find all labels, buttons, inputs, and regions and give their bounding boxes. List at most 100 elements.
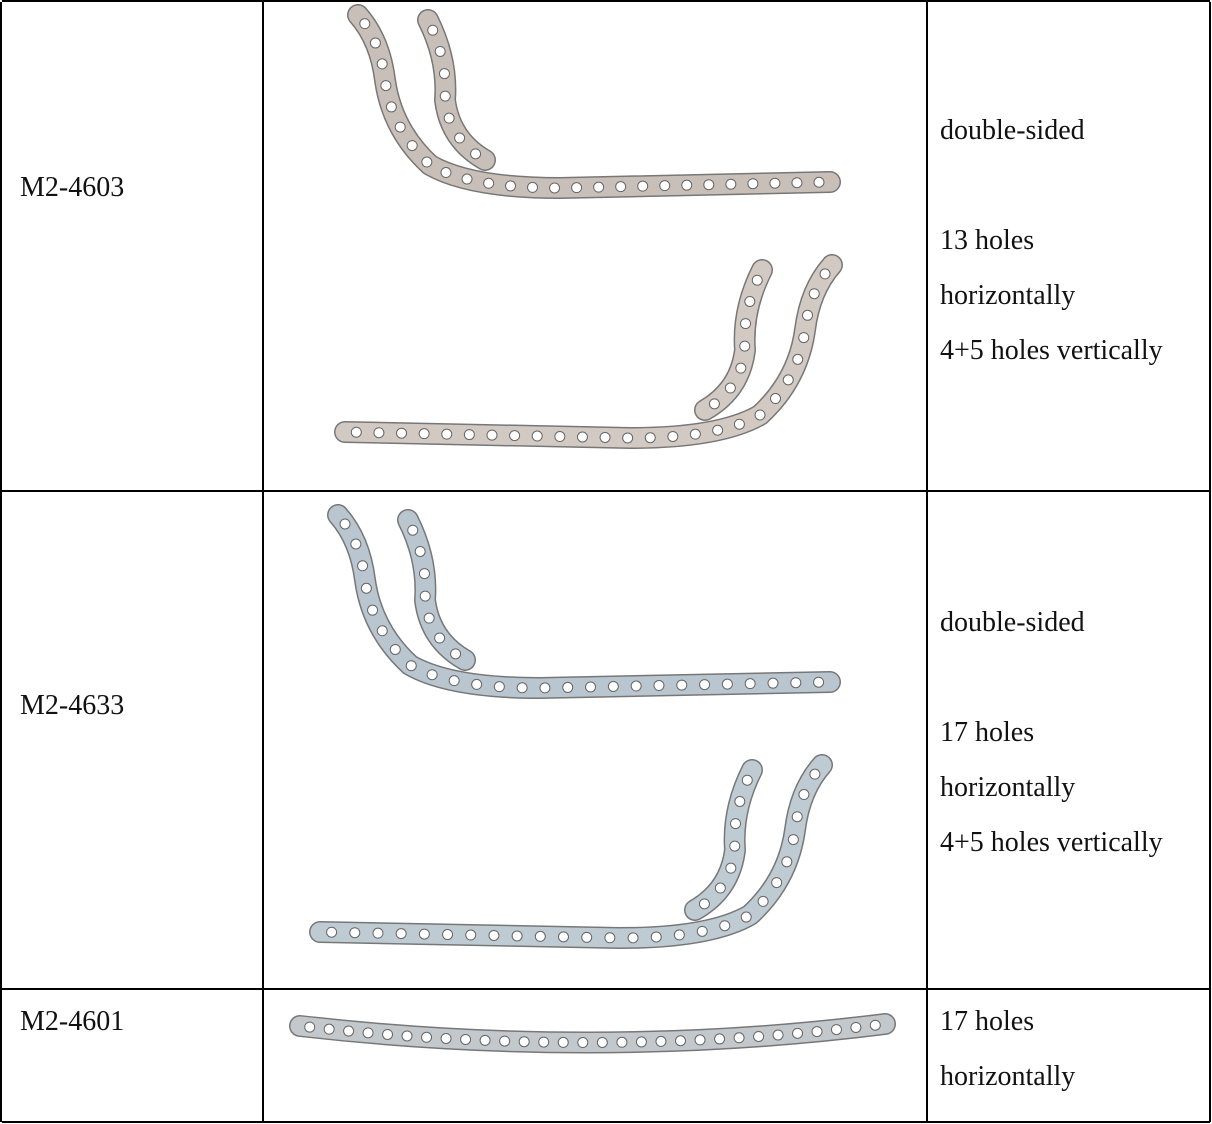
- plate-hole: [324, 1024, 334, 1034]
- plate-hole: [420, 591, 430, 601]
- plate-hole: [623, 433, 633, 443]
- plate-hole: [350, 928, 360, 938]
- plate-hole: [754, 1031, 764, 1041]
- plate-hole: [799, 333, 809, 343]
- plate-hole: [792, 812, 802, 822]
- plate-hole: [636, 1037, 646, 1047]
- plate-hole: [791, 678, 801, 688]
- note: double-sided: [940, 595, 1163, 650]
- plate-hole: [494, 682, 504, 692]
- plate-hole: [715, 1034, 725, 1044]
- plate-hole: [735, 796, 745, 806]
- plate-hole: [484, 178, 494, 188]
- plate-hole: [725, 383, 735, 393]
- plate-hole: [535, 931, 545, 941]
- plate-hole: [831, 1025, 841, 1035]
- plate-hole: [510, 431, 520, 441]
- plate-hole: [783, 375, 793, 385]
- plate-hole: [851, 1022, 861, 1032]
- plate-hole: [605, 933, 615, 943]
- plate-hole: [600, 432, 610, 442]
- plate-hole: [386, 102, 396, 112]
- plate-hole: [555, 432, 565, 442]
- plate-hole: [374, 428, 384, 438]
- plate-hole: [427, 670, 437, 680]
- plate-hole: [464, 430, 474, 440]
- plate-hole: [396, 929, 406, 939]
- plate-hole: [519, 1037, 529, 1047]
- product-code: M2-4633: [20, 678, 124, 733]
- plate-hole: [772, 878, 782, 888]
- plate-hole: [773, 1030, 783, 1040]
- plate-hole: [424, 613, 434, 623]
- description-line: 4+5 holes vertically: [940, 323, 1163, 378]
- plate-hole: [645, 433, 655, 443]
- plate-hole: [788, 835, 798, 845]
- plate-hole: [422, 157, 432, 167]
- plate-hole: [472, 679, 482, 689]
- plate-hole: [377, 626, 387, 636]
- plate-hole: [814, 677, 824, 687]
- description: double-sided 13 holes horizontally 4+5 h…: [940, 103, 1163, 378]
- plate-hole: [697, 926, 707, 936]
- plate-hole: [741, 912, 751, 922]
- plate-hole: [422, 1032, 432, 1042]
- plate-hole: [674, 930, 684, 940]
- plate-hole: [736, 363, 746, 373]
- plate-hole: [771, 394, 781, 404]
- plate-hole: [799, 790, 809, 800]
- plate-hole: [305, 1022, 315, 1032]
- plate-hole: [419, 429, 429, 439]
- plate-hole: [582, 932, 592, 942]
- plate-hole: [461, 1034, 471, 1044]
- plate-hole: [517, 683, 527, 693]
- plate-hole: [451, 649, 461, 659]
- plate-image: [338, 515, 830, 693]
- description-line: 4+5 holes vertically: [940, 815, 1163, 870]
- plate-hole: [506, 181, 516, 191]
- description: double-sided 17 holes horizontally 4+5 h…: [940, 595, 1163, 870]
- plate-hole: [730, 841, 740, 851]
- plate-hole: [550, 183, 560, 193]
- plate-hole: [419, 569, 429, 579]
- plate-hole: [373, 928, 383, 938]
- plate-hole: [358, 561, 368, 571]
- plate-hole: [442, 429, 452, 439]
- plate-hole: [715, 883, 725, 893]
- plate-hole: [677, 680, 687, 690]
- description-line: 13 holes: [940, 213, 1163, 268]
- plate-hole: [528, 182, 538, 192]
- plate-hole: [586, 682, 596, 692]
- page: M2-4603 M2-4633 M2-4601 double-sided 13 …: [0, 0, 1212, 1124]
- plate-hole: [361, 583, 371, 593]
- plate-hole: [809, 289, 819, 299]
- plate-hole: [415, 546, 425, 556]
- plate-hole: [793, 354, 803, 364]
- note: double-sided: [940, 103, 1163, 158]
- plate-hole: [444, 113, 454, 123]
- plate-hole: [745, 679, 755, 689]
- plate-hole: [820, 269, 830, 279]
- plate-hole: [563, 682, 573, 692]
- plate-hole: [351, 427, 361, 437]
- plate-hole: [782, 857, 792, 867]
- plate-hole: [608, 681, 618, 691]
- plate-hole: [814, 177, 824, 187]
- plate-hole: [406, 661, 416, 671]
- description-line: horizontally: [940, 1049, 1075, 1104]
- plate-hole: [631, 681, 641, 691]
- plate-hole: [572, 183, 582, 193]
- plate-hole: [455, 133, 465, 143]
- plate-hole: [810, 769, 820, 779]
- plate-hole: [539, 1037, 549, 1047]
- description-line: horizontally: [940, 760, 1163, 815]
- plate-hole: [745, 296, 755, 306]
- description-line: 17 holes: [940, 994, 1075, 1049]
- plate-hole: [654, 681, 664, 691]
- plate-hole: [668, 431, 678, 441]
- plate-hole: [370, 38, 380, 48]
- plate-hole: [407, 141, 417, 151]
- plate-hole: [441, 168, 451, 178]
- plate-hole: [768, 678, 778, 688]
- plate-hole: [408, 525, 418, 535]
